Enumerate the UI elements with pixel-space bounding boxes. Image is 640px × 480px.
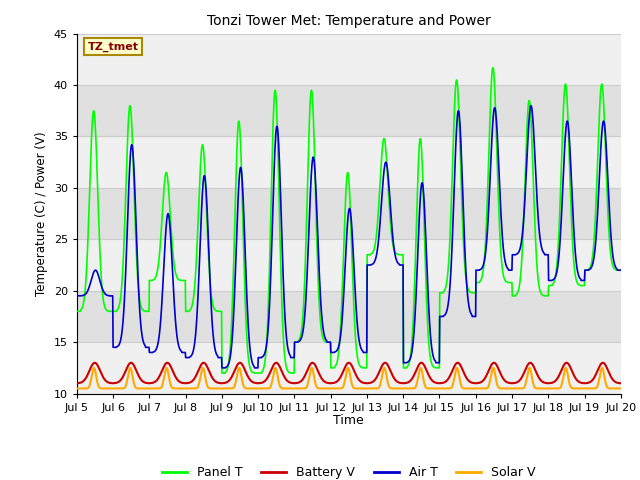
Text: TZ_tmet: TZ_tmet <box>88 42 139 52</box>
Bar <box>77 342 621 394</box>
X-axis label: Time: Time <box>333 414 364 427</box>
Bar <box>77 291 621 342</box>
Title: Tonzi Tower Met: Temperature and Power: Tonzi Tower Met: Temperature and Power <box>207 14 491 28</box>
Legend: Panel T, Battery V, Air T, Solar V: Panel T, Battery V, Air T, Solar V <box>157 461 541 480</box>
Bar <box>77 240 621 291</box>
Bar <box>77 136 621 188</box>
Bar <box>77 85 621 136</box>
Y-axis label: Temperature (C) / Power (V): Temperature (C) / Power (V) <box>35 132 48 296</box>
Bar <box>77 34 621 85</box>
Bar <box>77 188 621 240</box>
